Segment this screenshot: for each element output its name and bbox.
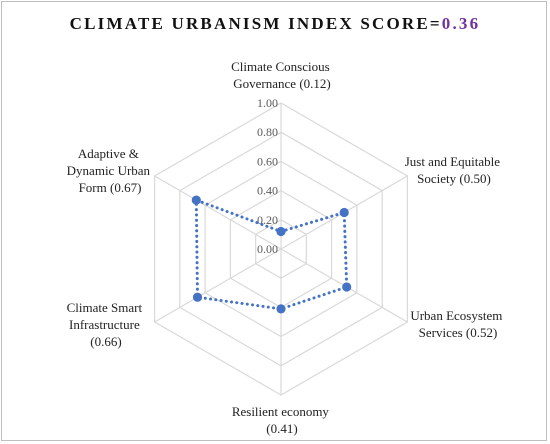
- data-point: [192, 292, 203, 302]
- category-label-governance: Climate Conscious Governance (0.12): [231, 59, 333, 91]
- category-label-line: Adaptive &: [78, 146, 139, 161]
- category-label-urban-form: Adaptive & Dynamic Urban Form (0.67): [67, 146, 154, 195]
- chart-title: CLIMATE URBANISM INDEX SCORE=0.36: [0, 14, 550, 34]
- category-label-line: Climate Conscious: [231, 59, 330, 74]
- category-label-ecosystem: Urban Ecosystem Services (0.52): [410, 308, 505, 340]
- tick-label: 0.60: [257, 154, 278, 168]
- category-label-economy: Resilient economy (0.41): [232, 404, 332, 436]
- category-label-line: Infrastructure: [69, 317, 140, 332]
- category-label-line: Services (0.52): [419, 325, 498, 340]
- data-point: [276, 226, 286, 237]
- category-label-line: Dynamic Urban: [67, 163, 151, 178]
- category-label-line: Form (0.67): [79, 180, 142, 195]
- category-label-society: Just and Equitable Society (0.50): [405, 154, 504, 186]
- radar-grid: [154, 102, 408, 396]
- index-score: 0.36: [441, 14, 481, 33]
- category-label-line: Governance (0.12): [233, 76, 330, 91]
- chart-title-text: CLIMATE URBANISM INDEX SCORE=: [69, 14, 442, 33]
- grid-spoke: [154, 248, 282, 323]
- category-label-line: (0.66): [90, 334, 121, 349]
- tick-label: 0.80: [257, 125, 278, 139]
- data-point: [276, 304, 286, 314]
- radial-tick-labels: 0.00 0.20 0.40 0.60 0.80 1.00: [257, 96, 278, 256]
- category-label-infrastructure: Climate Smart Infrastructure (0.66): [67, 300, 146, 349]
- category-label-line: Society (0.50): [417, 171, 491, 186]
- series-score: [191, 195, 352, 314]
- data-point: [339, 207, 349, 218]
- data-point: [191, 195, 201, 205]
- tick-label: 1.00: [257, 96, 278, 110]
- category-label-line: (0.41): [266, 421, 297, 436]
- tick-label: 0.20: [257, 213, 278, 227]
- grid-spoke: [154, 175, 282, 250]
- category-label-line: Just and Equitable: [405, 154, 501, 169]
- data-point: [342, 282, 352, 292]
- tick-label: 0.00: [257, 242, 278, 256]
- category-label-line: Climate Smart: [67, 300, 143, 315]
- tick-label: 0.40: [257, 184, 278, 198]
- category-label-line: Urban Ecosystem: [410, 308, 502, 323]
- category-label-line: Resilient economy: [232, 404, 330, 419]
